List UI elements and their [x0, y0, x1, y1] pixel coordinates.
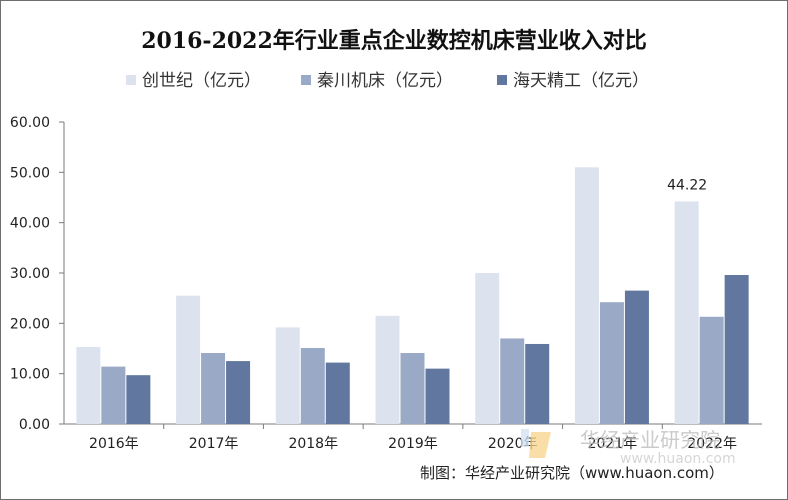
bar-2019年-2	[425, 368, 450, 424]
y-tick-label: 10.00	[10, 367, 50, 383]
legend-label: 海天精工（亿元）	[513, 71, 649, 91]
x-tick-label: 2018年	[288, 436, 338, 452]
bar-2022年-0	[674, 201, 699, 424]
x-tick-label: 2019年	[388, 436, 438, 452]
watermark-text: 华经产业研究院	[580, 428, 720, 452]
bar-2018年-1	[300, 347, 325, 424]
x-tick-label: 2022年	[687, 436, 737, 452]
bar-2020年-0	[475, 273, 500, 424]
watermark-logo-icon	[521, 429, 529, 447]
watermark: 华经产业研究院 www.huaon.com	[521, 428, 736, 467]
y-tick-label: 50.00	[10, 165, 50, 181]
y-tick-label: 30.00	[10, 266, 50, 282]
chart-title: 2016-2022年行业重点企业数控机床营业收入对比	[141, 28, 647, 54]
bar-2021年-0	[574, 167, 599, 425]
legend-swatch	[301, 75, 311, 85]
data-labels: 44.22	[667, 177, 707, 193]
legend-label: 创世纪（亿元）	[142, 71, 261, 91]
bar-2018年-0	[275, 327, 300, 424]
bar-2019年-1	[400, 353, 425, 424]
y-axis: 0.00 10.00 20.00 30.00 40.00 50.00 60.00	[10, 115, 65, 433]
legend-label: 秦川机床（亿元）	[317, 71, 453, 91]
bars	[76, 167, 749, 425]
legend-swatch	[497, 75, 507, 85]
bar-2016年-0	[76, 346, 101, 424]
x-tick-label: 2017年	[189, 436, 239, 452]
y-tick-label: 40.00	[10, 216, 50, 232]
bar-2017年-2	[226, 361, 251, 424]
watermark-logo-shape	[529, 432, 551, 458]
bar-2020年-1	[500, 338, 525, 424]
legend: 创世纪（亿元） 秦川机床（亿元） 海天精工（亿元）	[126, 71, 649, 91]
bar-2018年-2	[325, 362, 350, 424]
bar-2021年-2	[624, 290, 649, 424]
data-label: 44.22	[667, 177, 707, 193]
bar-2019年-0	[375, 315, 400, 424]
bar-2022年-1	[699, 316, 724, 424]
bar-2017年-1	[201, 353, 226, 424]
y-tick-label: 60.00	[10, 115, 50, 131]
watermark-url: www.huaon.com	[620, 451, 736, 467]
bar-2022年-2	[724, 275, 749, 424]
y-tick-label: 20.00	[10, 316, 50, 332]
bar-2021年-1	[599, 302, 624, 424]
bar-2017年-0	[176, 295, 201, 424]
bar-2016年-2	[126, 375, 151, 424]
bar-2020年-2	[525, 343, 550, 424]
legend-swatch	[126, 75, 136, 85]
x-tick-label: 2021年	[588, 436, 638, 452]
bar-2016年-1	[101, 366, 126, 424]
source-note: 制图：华经产业研究院（www.huaon.com）	[420, 464, 724, 482]
x-tick-label: 2016年	[89, 436, 139, 452]
y-tick-label: 0.00	[19, 417, 50, 433]
